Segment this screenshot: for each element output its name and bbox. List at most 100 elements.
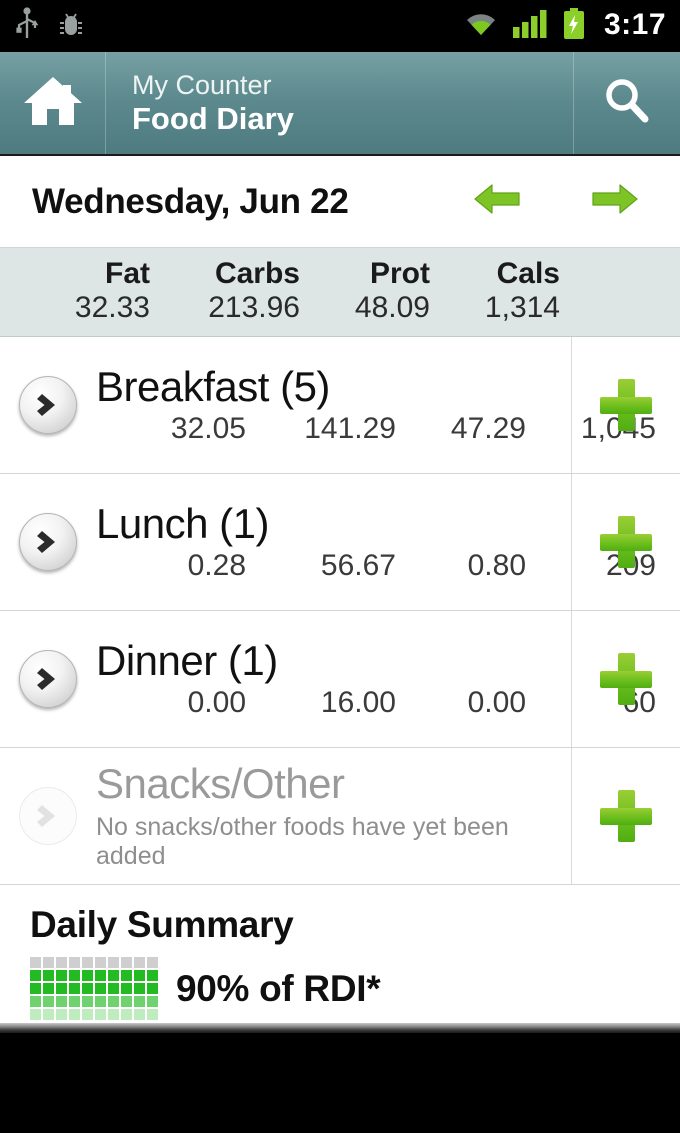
meal-body: Dinner (1) 0.00 16.00 0.00 60 [96,638,680,720]
rdi-cell [56,996,67,1007]
rdi-cell [121,983,132,994]
meal-row-breakfast[interactable]: Breakfast (5) 32.05 141.29 47.29 1,045 [0,337,680,474]
totals-value-cals: 1,314 [484,291,560,324]
rdi-cell [95,996,106,1007]
bug-icon [58,9,84,44]
meal-open-area: Snacks/Other No snacks/other foods have … [0,748,572,884]
rdi-cell [43,996,54,1007]
expand-button[interactable] [0,513,96,571]
previous-day-button[interactable] [472,179,522,224]
search-button[interactable] [574,52,680,154]
status-bar-left-icons [14,6,84,46]
rdi-cell [147,1009,158,1020]
rdi-cell [69,983,80,994]
totals-header-cals: Cals [496,257,560,290]
rdi-cell [121,1009,132,1020]
rdi-cell [56,1009,67,1020]
rdi-cell [43,983,54,994]
meal-carbs: 56.67 [320,549,396,582]
rdi-cell [108,970,119,981]
add-food-button[interactable] [572,474,680,610]
signal-icon [512,9,548,44]
rdi-cell [82,957,93,968]
meal-empty-message: No snacks/other foods have yet been adde… [96,813,509,870]
rdi-progress-grid [30,957,158,1020]
totals-value-carbs: 213.96 [208,291,300,324]
totals-header-fat: Fat [105,257,150,290]
meal-body: Snacks/Other No snacks/other foods have … [96,761,571,871]
meal-fat: 32.05 [170,412,246,445]
totals-header-prot: Prot [370,257,430,290]
chevron-right-icon [19,513,77,571]
rdi-cell [69,996,80,1007]
meal-open-area[interactable]: Lunch (1) 0.28 56.67 0.80 209 [0,474,656,610]
meal-fat: 0.00 [187,686,246,719]
current-date-label: Wednesday, Jun 22 [32,181,349,221]
totals-values: 32.33 213.96 48.09 1,314 [0,291,680,325]
meal-prot: 0.80 [467,549,526,582]
rdi-cell [43,957,54,968]
meal-open-area[interactable]: Breakfast (5) 32.05 141.29 47.29 1,045 [0,337,656,473]
totals-header-carbs: Carbs [214,257,300,290]
rdi-cell [108,996,119,1007]
date-navigation-bar: Wednesday, Jun 22 [0,156,680,248]
rdi-cell [121,970,132,981]
black-filler [0,1033,680,1133]
home-button[interactable] [0,52,106,154]
add-food-button[interactable] [572,748,680,884]
add-food-button[interactable] [572,337,680,473]
meal-row-snacks-other[interactable]: Snacks/Other No snacks/other foods have … [0,748,680,885]
food-diary-content: Wednesday, Jun 22 Fat Carbs [0,156,680,1023]
rdi-cell [134,996,145,1007]
next-day-button[interactable] [590,179,640,224]
app-name: My Counter [132,70,272,100]
rdi-cell [108,983,119,994]
meal-nutrition-values: 0.28 56.67 0.80 209 [96,549,680,583]
totals-value-prot: 48.09 [354,291,430,324]
plus-icon [600,653,652,705]
daily-totals-header: Fat Carbs Prot Cals 32.33 213.96 48.09 1… [0,248,680,337]
meal-carbs: 141.29 [304,412,396,445]
rdi-cell [69,1009,80,1020]
date-nav-buttons [472,179,650,224]
rdi-cell [108,1009,119,1020]
rdi-cell [30,1009,41,1020]
rdi-cell [147,996,158,1007]
meal-name-label: Dinner (1) [96,637,278,684]
rdi-cell [147,970,158,981]
status-bar-right-icons: 3:17 [464,7,666,45]
rdi-cell [121,996,132,1007]
rdi-label: 90% of RDI* [176,967,381,1009]
rdi-cell [43,970,54,981]
expand-button[interactable] [0,376,96,434]
chevron-right-icon [19,376,77,434]
rdi-cell [147,983,158,994]
add-food-button[interactable] [572,611,680,747]
meal-name-label: Snacks/Other [96,760,345,807]
meal-fat: 0.28 [187,549,246,582]
expand-button [0,787,96,845]
rdi-cell [56,970,67,981]
meal-body: Breakfast (5) 32.05 141.29 47.29 1,045 [96,364,680,446]
totals-column-headers: Fat Carbs Prot Cals [0,257,680,291]
meal-row-lunch[interactable]: Lunch (1) 0.28 56.67 0.80 209 [0,474,680,611]
expand-button[interactable] [0,650,96,708]
meal-open-area[interactable]: Dinner (1) 0.00 16.00 0.00 60 [0,611,656,747]
rdi-cell [95,983,106,994]
rdi-cell [95,970,106,981]
rdi-cell [134,957,145,968]
plus-icon [600,790,652,842]
meal-row-dinner[interactable]: Dinner (1) 0.00 16.00 0.00 60 [0,611,680,748]
rdi-cell [95,1009,106,1020]
rdi-cell [82,996,93,1007]
meal-prot: 47.29 [450,412,526,445]
rdi-cell [82,983,93,994]
title-block: My Counter Food Diary [106,52,574,154]
rdi-cell [82,970,93,981]
home-icon [22,73,84,134]
rdi-cell [95,957,106,968]
totals-value-fat: 32.33 [74,291,150,324]
rdi-cell [121,957,132,968]
rdi-cell [30,983,41,994]
rdi-cell [134,1009,145,1020]
